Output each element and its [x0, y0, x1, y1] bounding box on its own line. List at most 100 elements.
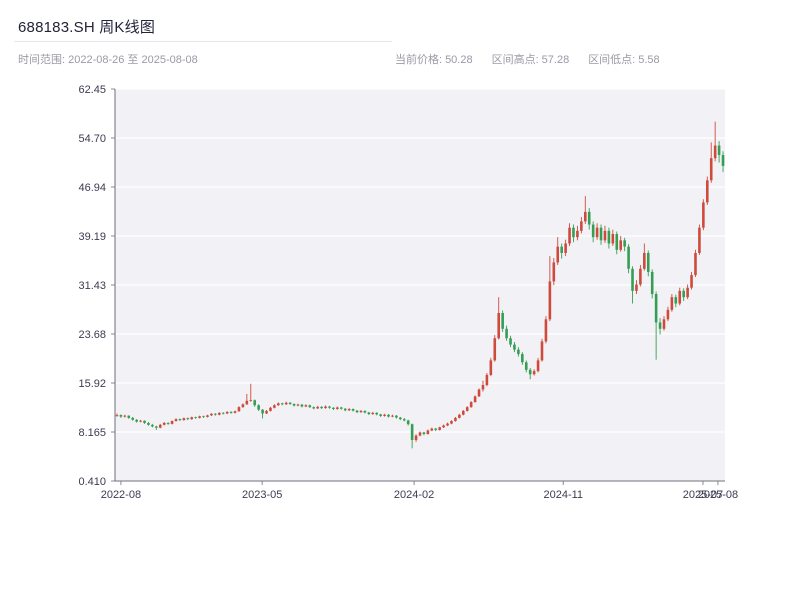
candle-body	[292, 403, 296, 406]
candle-body	[489, 360, 493, 375]
candle-body	[225, 411, 229, 414]
candle-body	[119, 415, 123, 417]
candle-body	[249, 400, 253, 401]
y-tick-label: 31.43	[78, 280, 106, 292]
candle-body	[591, 224, 595, 238]
candle-body	[147, 422, 150, 425]
candle-body	[115, 415, 119, 416]
title-divider	[14, 41, 392, 42]
candle-body	[717, 145, 721, 156]
candle-body	[206, 415, 209, 417]
candle-body	[135, 419, 138, 422]
candle-body	[705, 180, 709, 203]
candle-body	[186, 418, 190, 420]
candle-body	[639, 268, 642, 285]
candle-body	[702, 202, 705, 228]
candle-body	[237, 407, 241, 412]
candle-body	[284, 402, 288, 405]
candle-body	[465, 407, 469, 411]
range-high-value: 57.28	[541, 54, 570, 66]
candle-body	[521, 354, 524, 363]
range-low-label: 区间低点:	[588, 54, 636, 66]
candle-body	[473, 396, 477, 403]
candle-body	[505, 328, 508, 339]
candle-body	[214, 413, 217, 415]
candle-body	[414, 435, 418, 440]
candle-body	[686, 287, 689, 298]
candle-body	[560, 246, 563, 253]
candle-body	[548, 281, 552, 320]
candle-body	[229, 411, 233, 413]
candle-body	[458, 414, 461, 418]
x-tick-label: 2022-08	[101, 489, 141, 501]
candle-body	[454, 417, 457, 422]
candle-body	[469, 402, 473, 408]
candle-body	[304, 405, 308, 407]
candle-body	[497, 312, 501, 339]
page-title: 688183.SH 周K线图	[18, 19, 156, 36]
candle-body	[461, 410, 465, 415]
candle-body	[544, 319, 548, 342]
current-price-stat: 当前价格: 50.28	[395, 51, 476, 67]
candle-body	[190, 417, 194, 420]
candle-body	[493, 338, 497, 361]
candle-body	[198, 416, 201, 418]
candle-body	[422, 432, 426, 434]
range-low-value: 5.58	[638, 54, 660, 66]
candle-body	[355, 410, 359, 413]
range-high-stat: 区间高点: 57.28	[492, 51, 573, 67]
candle-body	[127, 415, 131, 418]
candle-body	[182, 418, 186, 421]
candle-body	[391, 415, 394, 417]
range-low-stat: 区间低点: 5.58	[588, 51, 662, 67]
candle-body	[202, 416, 205, 418]
stats-row: 当前价格: 50.28 区间高点: 57.28 区间低点: 5.58	[395, 51, 663, 67]
y-tick-label: 15.92	[78, 378, 106, 390]
candle-body	[158, 424, 162, 428]
candle-body	[210, 413, 213, 416]
candle-body	[430, 428, 434, 431]
candle-body	[698, 227, 701, 253]
candle-body	[611, 234, 615, 244]
x-tick-label: 2023-05	[242, 489, 282, 501]
candle-body	[316, 406, 319, 409]
candle-body	[387, 414, 390, 417]
candle-body	[359, 410, 363, 413]
candle-body	[328, 406, 331, 408]
candle-body	[217, 412, 221, 415]
candle-body	[524, 362, 528, 370]
candle-body	[383, 414, 386, 416]
candle-body	[477, 389, 481, 397]
candle-body	[713, 145, 717, 159]
candle-body	[446, 423, 449, 426]
candle-body	[607, 230, 611, 244]
candle-body	[442, 425, 445, 428]
candle-body	[643, 252, 646, 269]
candle-body	[670, 297, 674, 310]
y-tick-label: 23.68	[78, 329, 106, 341]
candle-body	[347, 409, 351, 411]
candle-body	[253, 400, 257, 406]
candle-body	[178, 419, 182, 421]
candle-body	[595, 227, 599, 238]
candle-body	[166, 422, 170, 424]
candle-body	[646, 252, 650, 272]
y-tick-label: 8.165	[78, 427, 106, 439]
current-price-value: 50.28	[445, 54, 473, 66]
candle-body	[627, 246, 630, 269]
candle-body	[312, 407, 316, 409]
candle-body	[233, 411, 237, 413]
candle-body	[517, 349, 520, 355]
y-tick-label: 0.410	[78, 476, 106, 488]
candle-body	[564, 243, 567, 253]
candle-body	[336, 407, 339, 410]
candle-body	[143, 420, 146, 423]
candle-body	[631, 268, 634, 291]
candle-body	[481, 385, 485, 390]
y-tick-label: 62.45	[78, 84, 106, 96]
candle-body	[410, 424, 414, 440]
candle-body	[438, 427, 441, 430]
candle-body	[615, 234, 619, 250]
candle-body	[194, 417, 197, 419]
